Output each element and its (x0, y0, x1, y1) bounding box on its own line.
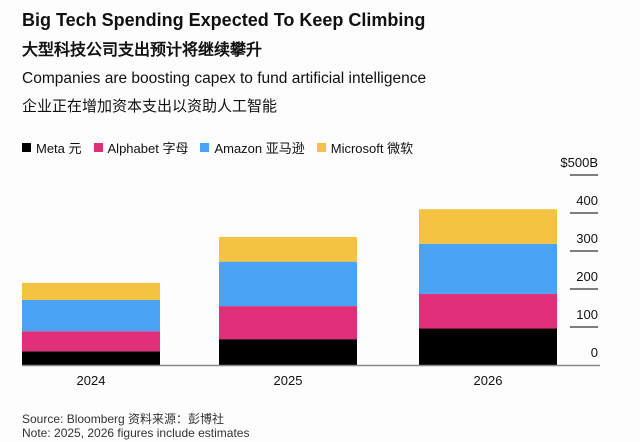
legend-item: Amazon 亚马逊 (200, 138, 305, 157)
bar-segment (22, 331, 160, 352)
bar-segment (22, 282, 160, 301)
bar-segment (219, 306, 357, 340)
legend-swatch (316, 143, 326, 152)
legend-swatch (22, 143, 31, 152)
bar-segment (419, 209, 557, 244)
bar-segment (419, 243, 557, 294)
y-tick-label: 200 (576, 269, 598, 284)
legend-label: Amazon 亚马逊 (214, 141, 305, 156)
bar-segment (419, 328, 557, 365)
y-tick-label: 100 (576, 307, 598, 322)
legend-label: Meta 元 (36, 141, 82, 156)
footnote: Note: 2025, 2026 figures include estimat… (22, 426, 250, 440)
x-tick-label: 2025 (274, 373, 303, 388)
bar-segment (219, 339, 357, 365)
chart-subtitle-cn: 企业正在增加资本支出以资助人工智能 (22, 97, 278, 115)
y-tick-label: $500B (560, 155, 598, 170)
legend-label: Microsoft 微软 (330, 141, 414, 156)
chart-subtitle: Companies are boosting capex to fund art… (22, 70, 427, 87)
legend-item: Meta 元 (22, 138, 82, 157)
legend-item: Microsoft 微软 (316, 138, 414, 157)
source-note: Source: Bloomberg 资料来源：彭博社 (22, 412, 225, 426)
legend: Meta 元 Alphabet 字母 Amazon 亚马逊 Microsoft 微软 (22, 138, 413, 157)
legend-item: Alphabet 字母 (93, 138, 189, 157)
legend-swatch (200, 143, 210, 152)
legend-swatch (93, 143, 103, 152)
x-tick-label: 2026 (474, 373, 503, 388)
bar-segment (22, 300, 160, 332)
bar-segment (22, 351, 160, 365)
x-tick-label: 2024 (77, 373, 106, 388)
chart-title-cn: 大型科技公司支出预计将继续攀升 (22, 40, 263, 59)
legend-label: Alphabet 字母 (107, 141, 189, 156)
bar-segment (219, 236, 357, 262)
y-tick-label: 0 (591, 345, 598, 360)
bar-segment (419, 293, 557, 329)
chart-title: Big Tech Spending Expected To Keep Climb… (22, 10, 426, 30)
y-tick-label: 300 (576, 231, 598, 246)
bar-segment (219, 261, 357, 307)
y-tick-label: 400 (576, 193, 598, 208)
